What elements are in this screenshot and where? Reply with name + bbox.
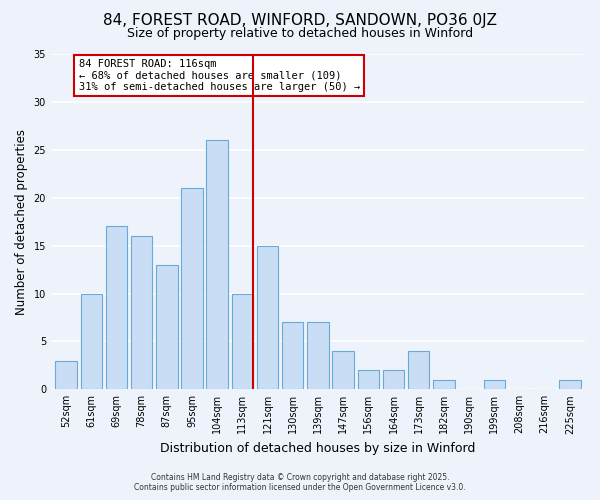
- Bar: [181, 188, 203, 390]
- Bar: [131, 236, 152, 390]
- Bar: [383, 370, 404, 390]
- Text: 84, FOREST ROAD, WINFORD, SANDOWN, PO36 0JZ: 84, FOREST ROAD, WINFORD, SANDOWN, PO36 …: [103, 12, 497, 28]
- Bar: [358, 370, 379, 390]
- Bar: [257, 246, 278, 390]
- Bar: [206, 140, 228, 390]
- Bar: [80, 294, 102, 390]
- Text: Size of property relative to detached houses in Winford: Size of property relative to detached ho…: [127, 28, 473, 40]
- Bar: [106, 226, 127, 390]
- Bar: [484, 380, 505, 390]
- Bar: [282, 322, 304, 390]
- Text: Contains HM Land Registry data © Crown copyright and database right 2025.
Contai: Contains HM Land Registry data © Crown c…: [134, 473, 466, 492]
- Bar: [408, 351, 430, 390]
- X-axis label: Distribution of detached houses by size in Winford: Distribution of detached houses by size …: [160, 442, 476, 455]
- Bar: [232, 294, 253, 390]
- Bar: [559, 380, 581, 390]
- Y-axis label: Number of detached properties: Number of detached properties: [15, 128, 28, 314]
- Bar: [55, 360, 77, 390]
- Bar: [307, 322, 329, 390]
- Bar: [433, 380, 455, 390]
- Text: 84 FOREST ROAD: 116sqm
← 68% of detached houses are smaller (109)
31% of semi-de: 84 FOREST ROAD: 116sqm ← 68% of detached…: [79, 59, 360, 92]
- Bar: [332, 351, 354, 390]
- Bar: [156, 265, 178, 390]
